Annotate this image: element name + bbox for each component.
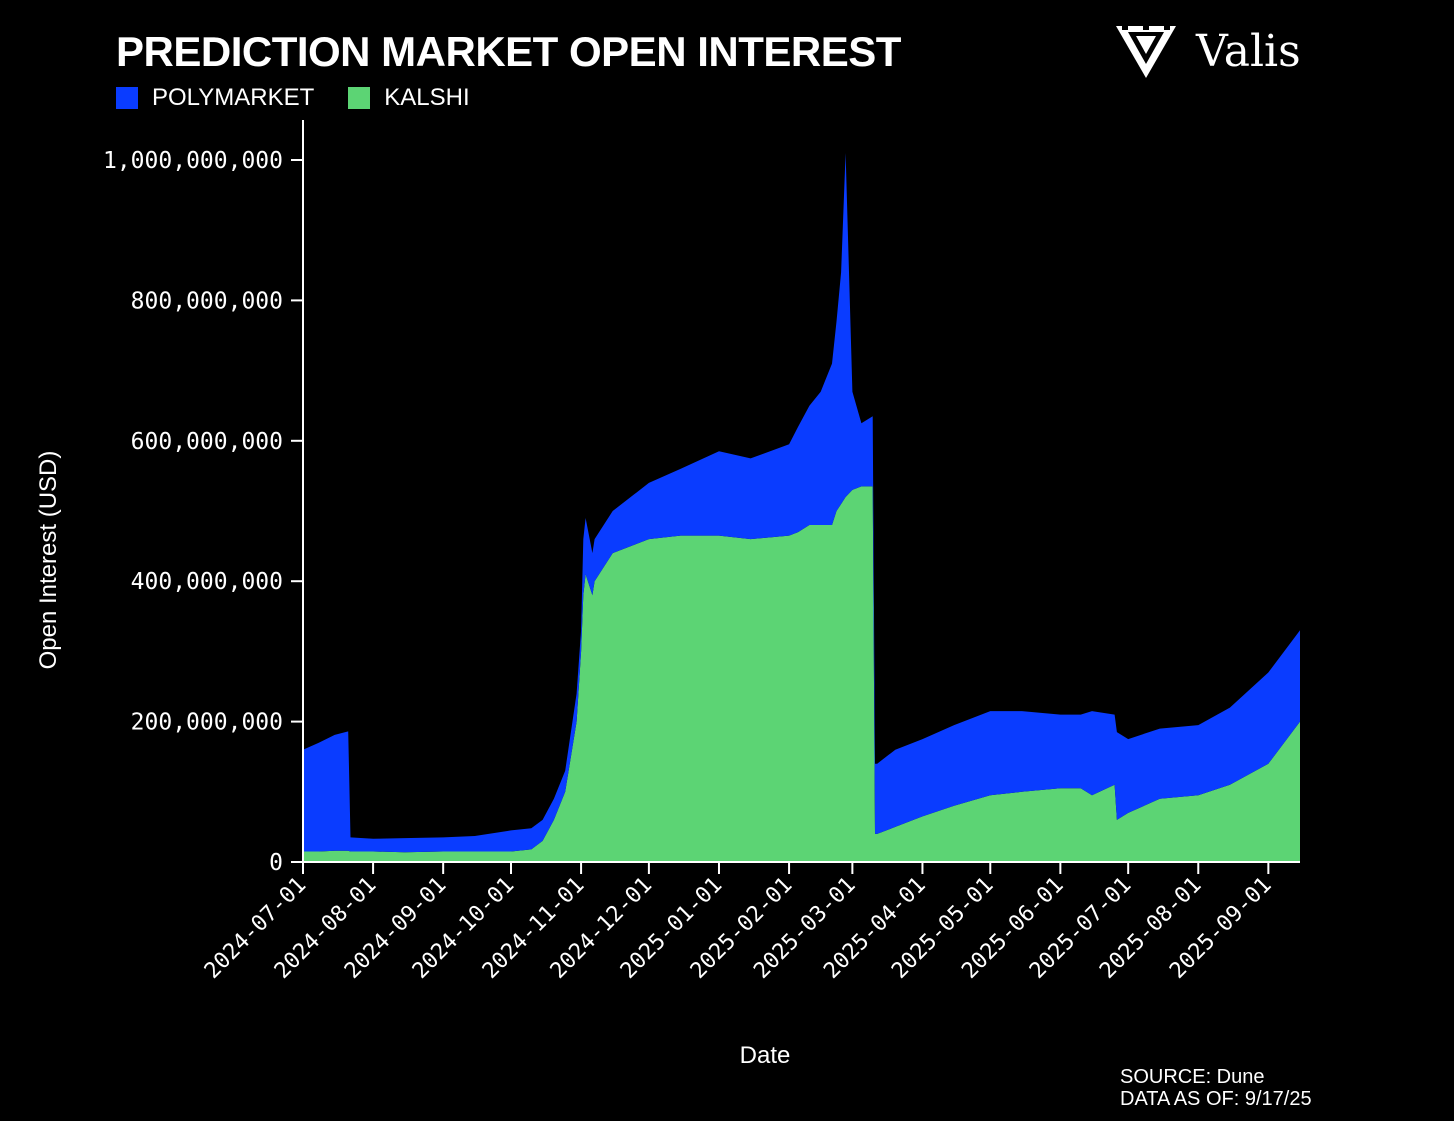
legend-swatch-polymarket: [116, 87, 138, 109]
area-polymarket: [303, 153, 1300, 853]
legend: POLYMARKET KALSHI: [116, 84, 504, 112]
y-tick-label: 600,000,000: [131, 429, 283, 455]
source-line: SOURCE: Dune: [1120, 1066, 1265, 1088]
x-axis-label: Date: [740, 1042, 791, 1069]
y-axis-label: Open Interest (USD): [35, 451, 62, 670]
x-axis: 2024-07-012024-08-012024-09-012024-10-01…: [200, 861, 1300, 984]
y-tick-label: 0: [269, 850, 283, 876]
brand-name: Valis: [1196, 25, 1301, 77]
area-kalshi: [303, 486, 1300, 862]
legend-item-kalshi: KALSHI: [348, 84, 470, 112]
chart-title: PREDICTION MARKET OPEN INTEREST: [116, 28, 901, 75]
chart-areas: [303, 153, 1300, 862]
y-axis: 0 200,000,000 400,000,000 600,000,000 800,00…: [103, 120, 304, 876]
brand-logo: Valis: [1114, 22, 1301, 80]
data-as-of-line: DATA AS OF: 9/17/25: [1120, 1088, 1312, 1110]
valis-logo-icon: [1116, 24, 1176, 78]
legend-item-polymarket: POLYMARKET: [116, 84, 314, 112]
y-tick-label: 200,000,000: [131, 710, 283, 736]
y-tick-label: 800,000,000: [131, 288, 283, 314]
legend-label-polymarket: POLYMARKET: [152, 84, 315, 111]
source-note: SOURCE: Dune DATA AS OF: 9/17/25: [1120, 1066, 1312, 1110]
y-tick-label: 1,000,000,000: [103, 148, 283, 174]
y-tick-label: 400,000,000: [131, 569, 283, 595]
legend-label-kalshi: KALSHI: [384, 84, 470, 111]
legend-swatch-kalshi: [348, 87, 371, 109]
